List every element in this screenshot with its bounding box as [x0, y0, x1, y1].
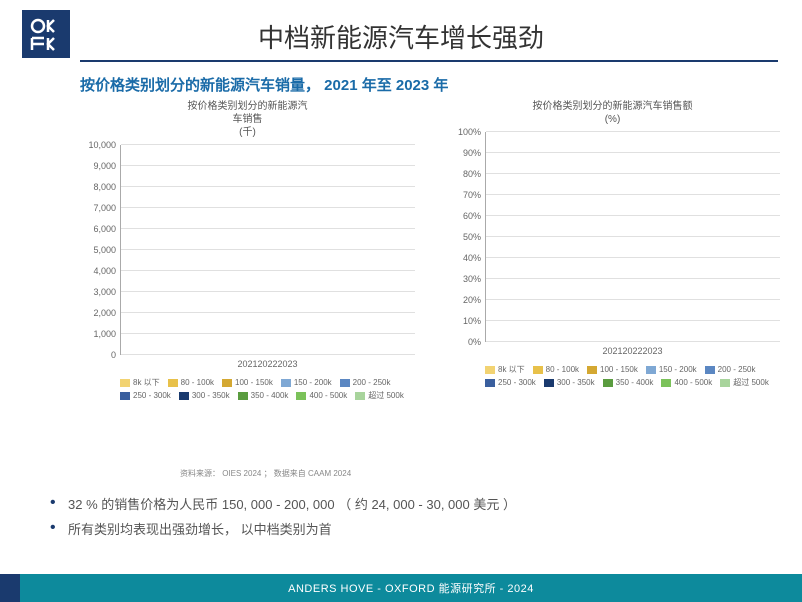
legend-swatch: [281, 379, 291, 387]
legend-swatch: [661, 379, 671, 387]
legend-item: 400 - 500k: [296, 390, 347, 401]
legend-swatch: [485, 366, 495, 374]
legend-label: 250 - 300k: [498, 378, 536, 387]
bullet-item: 所有类别均表现出强劲增长， 以中档类别为首: [50, 519, 516, 538]
x-label: 2022: [257, 359, 277, 369]
legend-label: 100 - 150k: [235, 378, 273, 387]
legend-swatch: [533, 366, 543, 374]
chart1-y-axis: 01,0002,0003,0004,0005,0006,0007,0008,00…: [80, 145, 120, 355]
legend-item: 350 - 400k: [238, 390, 289, 401]
x-label: 2023: [643, 346, 663, 356]
legend-swatch: [179, 392, 189, 400]
legend-swatch: [355, 392, 365, 400]
chart-percent-sales: 按价格类别划分的新能源汽车销售额(%) 0%10%20%30%40%50%60%…: [445, 100, 780, 480]
legend-item: 150 - 200k: [281, 377, 332, 388]
x-label: 2022: [622, 346, 642, 356]
legend-swatch: [238, 392, 248, 400]
legend-item: 80 - 100k: [168, 377, 214, 388]
legend-item: 100 - 150k: [222, 377, 273, 388]
title-underline: [80, 60, 778, 62]
chart1-plot: [120, 145, 415, 355]
chart2-plot: [485, 132, 780, 342]
legend-swatch: [587, 366, 597, 374]
legend-item: 300 - 350k: [544, 377, 595, 388]
legend-swatch: [705, 366, 715, 374]
chart1-x-labels: 202120222023: [197, 359, 297, 369]
legend-label: 300 - 350k: [557, 378, 595, 387]
legend-swatch: [120, 379, 130, 387]
legend-label: 350 - 400k: [616, 378, 654, 387]
legend-swatch: [340, 379, 350, 387]
legend-label: 300 - 350k: [192, 391, 230, 400]
chart1-legend: 8k 以下 80 - 100k 100 - 150k 150 - 200k 200 - …: [80, 377, 415, 401]
legend-label: 超过 500k: [368, 390, 404, 401]
legend-swatch: [485, 379, 495, 387]
legend-label: 400 - 500k: [674, 378, 712, 387]
legend-item: 400 - 500k: [661, 377, 712, 388]
legend-swatch: [120, 392, 130, 400]
page-footer: ANDERS HOVE - OXFORD 能源研究所 - 2024: [0, 574, 802, 602]
x-label: 2021: [602, 346, 622, 356]
legend-label: 150 - 200k: [294, 378, 332, 387]
chart1-title: 按价格类别划分的新能源汽车销售(千): [188, 100, 308, 139]
legend-label: 100 - 150k: [600, 365, 638, 374]
legend-label: 80 - 100k: [546, 365, 579, 374]
legend-item: 8k 以下: [485, 364, 525, 375]
legend-label: 350 - 400k: [251, 391, 289, 400]
source-text: 资料来源： OIES 2024 ； 数据来自 CAAM 2024: [180, 468, 351, 479]
legend-label: 8k 以下: [498, 364, 525, 375]
legend-item: 150 - 200k: [646, 364, 697, 375]
legend-label: 超过 500k: [733, 377, 769, 388]
legend-label: 80 - 100k: [181, 378, 214, 387]
chart2-y-axis: 0%10%20%30%40%50%60%70%80%90%100%: [445, 132, 485, 342]
chart-absolute-sales: 按价格类别划分的新能源汽车销售(千) 01,0002,0003,0004,000…: [80, 100, 415, 480]
chart2-x-labels: 202120222023: [562, 346, 662, 356]
legend-item: 200 - 250k: [705, 364, 756, 375]
chart2-legend: 8k 以下 80 - 100k 100 - 150k 150 - 200k 200 - …: [445, 364, 780, 388]
legend-item: 300 - 350k: [179, 390, 230, 401]
charts-container: 按价格类别划分的新能源汽车销售(千) 01,0002,0003,0004,000…: [80, 100, 780, 480]
legend-label: 250 - 300k: [133, 391, 171, 400]
x-label: 2021: [237, 359, 257, 369]
legend-item: 350 - 400k: [603, 377, 654, 388]
legend-label: 200 - 250k: [718, 365, 756, 374]
legend-swatch: [222, 379, 232, 387]
legend-swatch: [168, 379, 178, 387]
legend-swatch: [544, 379, 554, 387]
legend-item: 超过 500k: [355, 390, 404, 401]
legend-swatch: [646, 366, 656, 374]
page-title: 中档新能源汽车增长强劲: [0, 18, 802, 55]
legend-label: 400 - 500k: [309, 391, 347, 400]
legend-item: 250 - 300k: [485, 377, 536, 388]
bullet-item: 32 % 的销售价格为人民币 150, 000 - 200, 000 （ 约 2…: [50, 494, 516, 513]
footer-accent: [0, 574, 20, 602]
legend-swatch: [296, 392, 306, 400]
legend-label: 200 - 250k: [353, 378, 391, 387]
legend-swatch: [720, 379, 730, 387]
legend-item: 100 - 150k: [587, 364, 638, 375]
legend-swatch: [603, 379, 613, 387]
legend-item: 80 - 100k: [533, 364, 579, 375]
legend-item: 超过 500k: [720, 377, 769, 388]
chart2-title: 按价格类别划分的新能源汽车销售额(%): [533, 100, 693, 126]
page-subtitle: 按价格类别划分的新能源汽车销量， 2021 年至 2023 年: [80, 74, 448, 95]
legend-item: 200 - 250k: [340, 377, 391, 388]
x-label: 2023: [278, 359, 298, 369]
legend-label: 8k 以下: [133, 377, 160, 388]
footer-text: ANDERS HOVE - OXFORD 能源研究所 - 2024: [20, 574, 802, 602]
bullet-list: 32 % 的销售价格为人民币 150, 000 - 200, 000 （ 约 2…: [50, 494, 516, 544]
legend-label: 150 - 200k: [659, 365, 697, 374]
legend-item: 250 - 300k: [120, 390, 171, 401]
legend-item: 8k 以下: [120, 377, 160, 388]
